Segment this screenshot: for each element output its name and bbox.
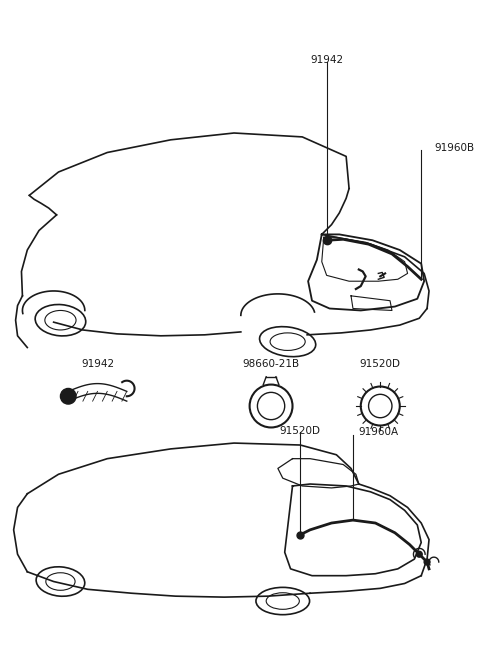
Circle shape (60, 388, 76, 404)
Circle shape (424, 559, 430, 565)
Circle shape (416, 551, 422, 557)
Text: 91942: 91942 (310, 55, 343, 65)
Text: 98660-21B: 98660-21B (242, 359, 300, 369)
Text: 91960B: 91960B (434, 143, 474, 153)
Text: 91960A: 91960A (359, 428, 399, 438)
Text: 91520D: 91520D (360, 359, 401, 369)
Text: 91942: 91942 (81, 359, 114, 369)
Text: 91520D: 91520D (280, 426, 321, 436)
